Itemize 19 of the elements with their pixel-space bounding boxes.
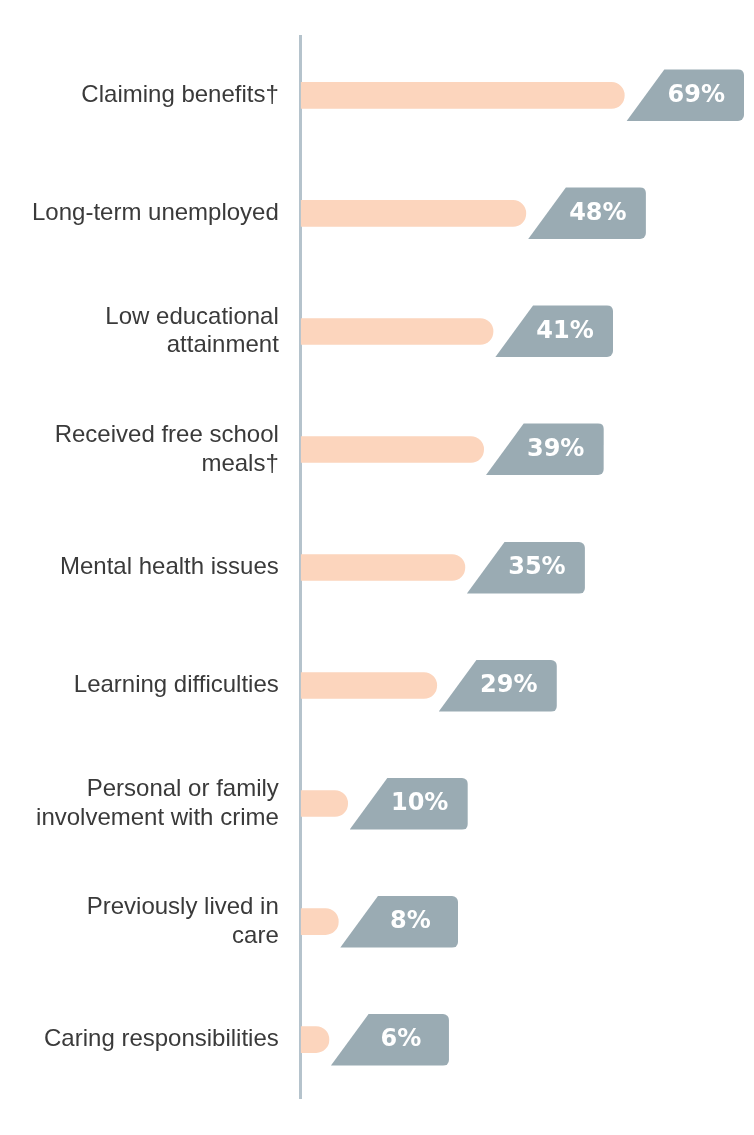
data-label: 29% [480,669,538,698]
bar [300,790,349,817]
data-label: 35% [508,551,566,580]
data-label: 10% [390,787,449,816]
y-tick-label: Claiming benefits† [81,80,279,108]
y-tick-label: Mental health issues [60,552,279,580]
y-tick-label: Previously lived in care [86,891,279,948]
y-tick-label: Personal or family involvement with crime [36,773,279,830]
data-label: 41% [536,315,594,344]
data-label: 6% [380,1023,422,1052]
data-label: 8% [389,905,431,934]
y-tick-label: Received free school meals† [54,419,279,476]
y-tick-label: Learning difficulties [73,670,279,698]
data-label: 39% [526,433,585,462]
data-label: 69% [667,79,726,108]
y-tick-label: Low educational attainment [105,301,280,358]
data-label: 48% [569,197,627,226]
y-tick-label: Caring responsibilities [44,1024,279,1052]
y-tick-label: Long-term unemployed [32,198,279,226]
